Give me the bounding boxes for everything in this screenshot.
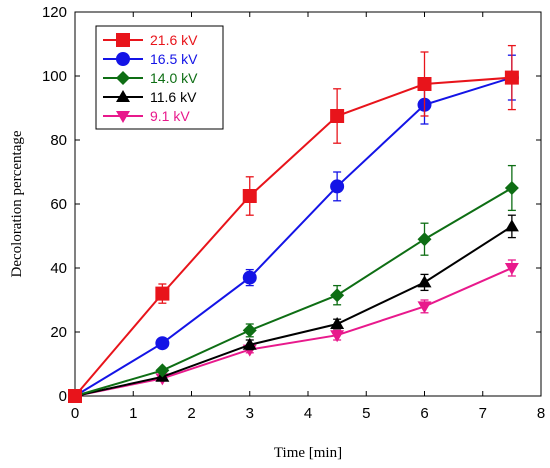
y-tick-label: 60 (50, 196, 67, 213)
x-tick-label: 8 (537, 405, 545, 422)
data-point (504, 70, 519, 85)
data-point (242, 189, 257, 203)
x-axis-title: Time [min] (274, 445, 342, 461)
legend-marker (116, 111, 130, 123)
legend-label: 9.1 kV (150, 108, 190, 124)
series-line (74, 225, 513, 397)
series-line (74, 267, 513, 397)
y-tick-label: 120 (42, 4, 67, 21)
x-tick-label: 6 (420, 405, 428, 422)
series-3 (68, 214, 519, 401)
y-axis-title: Decoloration percentage (9, 130, 25, 277)
series-line (74, 187, 513, 397)
series-line (74, 76, 512, 397)
y-tick-label: 20 (50, 324, 67, 341)
data-point (155, 336, 170, 351)
y-tick-label: 40 (50, 260, 67, 277)
legend-label: 16.5 kV (150, 51, 198, 67)
legend-marker (116, 90, 130, 102)
data-point (417, 77, 432, 91)
y-tick-label: 80 (50, 132, 67, 149)
data-point (242, 270, 257, 285)
data-point (417, 232, 432, 247)
series-4 (68, 259, 519, 403)
y-tick-label: 100 (42, 68, 67, 85)
series-0 (68, 44, 519, 403)
data-point (330, 179, 345, 194)
data-point (504, 181, 519, 195)
data-point (242, 323, 257, 338)
data-point (504, 219, 519, 232)
data-point (242, 337, 257, 350)
legend-label: 11.6 kV (150, 89, 197, 105)
data-point (155, 286, 170, 301)
series-line (74, 76, 513, 397)
legend-label: 14.0 kV (150, 70, 198, 86)
legend: 21.6 kV 16.5 kV 14.0 kV 11.6 kV 9.1 kV (95, 25, 224, 130)
x-tick-label: 7 (479, 405, 487, 422)
legend-label: 21.6 kV (150, 32, 198, 48)
data-point (504, 263, 519, 275)
data-point (417, 301, 432, 314)
x-tick-label: 4 (304, 405, 312, 422)
data-point (417, 275, 432, 288)
legend-marker (116, 71, 130, 85)
x-tick-label: 2 (187, 405, 195, 422)
y-tick-label: 0 (59, 388, 67, 405)
data-point (330, 317, 345, 329)
data-point (330, 109, 345, 123)
series-layer (68, 44, 519, 403)
series-2 (68, 164, 519, 403)
x-tick-label: 0 (71, 405, 79, 422)
data-point (330, 330, 345, 343)
data-point (155, 363, 170, 378)
legend-marker (116, 33, 130, 47)
data-point (68, 389, 82, 403)
x-tick-label: 3 (246, 405, 254, 422)
data-point (330, 288, 345, 303)
x-tick-label: 5 (362, 405, 370, 422)
legend-marker (116, 52, 130, 66)
x-tick-label: 1 (129, 405, 137, 422)
